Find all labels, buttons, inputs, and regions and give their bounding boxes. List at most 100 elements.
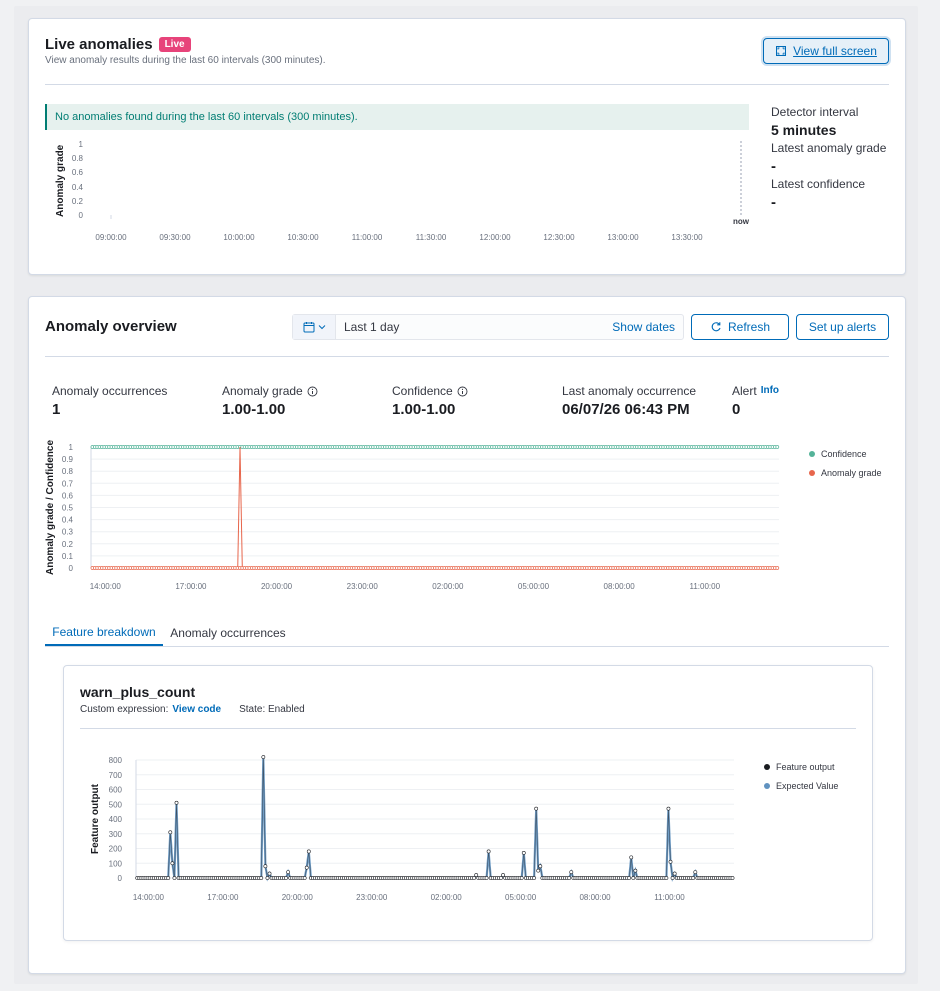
alert-info-link[interactable]: Info [760,385,780,396]
show-dates-link[interactable]: Show dates [612,320,675,334]
feature-output-point [265,876,270,880]
feature-output-point [261,755,266,759]
chevron-down-icon [318,325,325,330]
confidence-label: Confidence [392,384,453,398]
tabs-divider [45,646,889,647]
live-title: Live anomalies [45,36,153,53]
live-x-tick: 13:00:00 [607,233,639,242]
calendar-icon [303,322,314,333]
refresh-label: Refresh [727,320,771,334]
overview-chart: Anomaly grade / Confidence 0 0.1 0.2 0.3 0.4 0… [45,440,780,591]
feature-output-point [631,876,636,880]
overview-y-tick: 0.8 [62,467,74,476]
overview-x-tick: 08:00:00 [604,582,636,591]
feature-output-point [168,830,173,835]
feature-output-point [629,855,634,860]
refresh-button[interactable]: Refresh [691,314,789,340]
date-picker[interactable]: Last 1 day Show dates [292,314,684,340]
feature-y-tick: 200 [109,845,123,854]
overview-y-axis-label: Anomaly grade / Confidence [45,440,56,575]
last-occurrence-value: 06/07/26 06:43 PM [562,401,690,418]
last-occurrence-label: Last anomaly occurrence [562,384,697,398]
feature-output-point [664,876,669,880]
overview-title: Anomaly overview [45,318,177,335]
legend-dot-expected-value [764,783,770,789]
custom-expression-label: Custom expression: [80,704,169,715]
overview-y-tick: 0.1 [62,552,74,561]
feature-meta-row: Custom expression: View code State: Enab… [80,704,305,715]
set-up-alerts-button[interactable]: Set up alerts [796,314,889,340]
feature-output-point [538,864,543,869]
live-x-tick: 11:30:00 [416,233,447,242]
legend-dot-feature-output [764,764,770,770]
feature-output-point [627,876,632,880]
overview-x-tick: 20:00:00 [261,582,293,591]
info-icon[interactable] [457,386,468,397]
feature-chart: Feature output 0 100 200 300 400 500 600 700 800 1… [90,755,735,902]
feature-x-tick: 17:00:00 [207,893,239,902]
feature-x-tick: 14:00:00 [133,893,165,902]
feature-output-point [484,876,489,880]
info-icon[interactable] [307,386,318,397]
live-x-tick: 09:00:00 [95,233,127,242]
live-now-label: now [733,217,750,226]
feature-y-tick: 400 [109,815,123,824]
calendar-button[interactable] [293,315,336,339]
overview-x-tick: 23:00:00 [347,582,379,591]
alert-label: Alert [732,384,757,398]
feature-output-point [486,849,491,854]
occurrences-label: Anomaly occurrences [52,384,168,398]
feature-output-point [170,861,175,866]
live-y-ticks: 1 0.8 0.6 0.4 0.2 0 [72,140,84,220]
feature-legend: Feature output Expected Value [764,762,838,791]
latest-confidence-value: - [771,194,776,211]
feature-output-point [567,876,572,880]
legend-dot-grade [809,470,815,476]
live-divider [45,84,889,85]
legend-item-grade[interactable]: Anomaly grade [809,468,882,478]
tab-anomaly-occurrences[interactable]: Anomaly occurrences [163,620,293,646]
feature-output-point [499,876,503,880]
grade-value: 1.00-1.00 [222,401,286,418]
grade-stat-label-row: Anomaly grade [222,384,318,398]
legend-label-grade: Anomaly grade [821,468,882,478]
feature-output-point [472,876,477,880]
feature-divider [80,728,856,729]
view-full-screen-label: View full screen [793,44,877,58]
overview-divider [45,356,889,357]
feature-y-tick: 700 [109,771,123,780]
overview-y-tick: 0.6 [62,491,74,500]
legend-item-confidence[interactable]: Confidence [809,449,882,459]
latest-confidence-label: Latest confidence [771,177,866,191]
feature-output-point [532,876,536,880]
overview-y-tick: 0.9 [62,455,74,464]
legend-dot-confidence [809,451,815,457]
feature-x-tick: 23:00:00 [356,893,388,902]
overview-x-tick: 02:00:00 [432,582,464,591]
view-full-screen-button[interactable]: View full screen [763,38,889,64]
date-range-text: Last 1 day [344,320,400,334]
live-y-tick: 0 [79,211,84,220]
overview-y-tick: 0 [69,564,74,573]
anomaly-overview-panel: Anomaly overview Last 1 day Show dates R… [28,296,906,974]
overview-y-tick: 0.5 [62,504,74,513]
no-anomalies-banner: No anomalies found during the last 60 in… [45,104,749,130]
latest-grade-label: Latest anomaly grade [771,141,887,155]
feature-output-point [286,870,291,875]
live-anomalies-panel: Live anomalies Live View anomaly results… [28,18,906,275]
view-code-link[interactable]: View code [172,704,222,715]
live-y-tick: 1 [79,140,84,149]
feature-x-tick: 02:00:00 [431,893,463,902]
feature-y-tick: 500 [109,800,123,809]
feature-x-tick: 11:00:00 [654,893,685,902]
tab-feature-breakdown[interactable]: Feature breakdown [45,620,163,646]
legend-item-expected-value[interactable]: Expected Value [764,781,838,791]
live-anomaly-chart: Anomaly grade 1 0.8 0.6 0.4 0.2 0 09:00:… [55,140,750,242]
alert-label-row: Alert Info [732,384,779,398]
feature-y-tick: 0 [118,874,123,883]
legend-item-feature-output[interactable]: Feature output [764,762,838,772]
grade-label: Anomaly grade [222,384,303,398]
live-title-row: Live anomalies Live [45,36,191,53]
live-y-tick: 0.8 [72,154,84,163]
feature-output-point [267,871,272,876]
